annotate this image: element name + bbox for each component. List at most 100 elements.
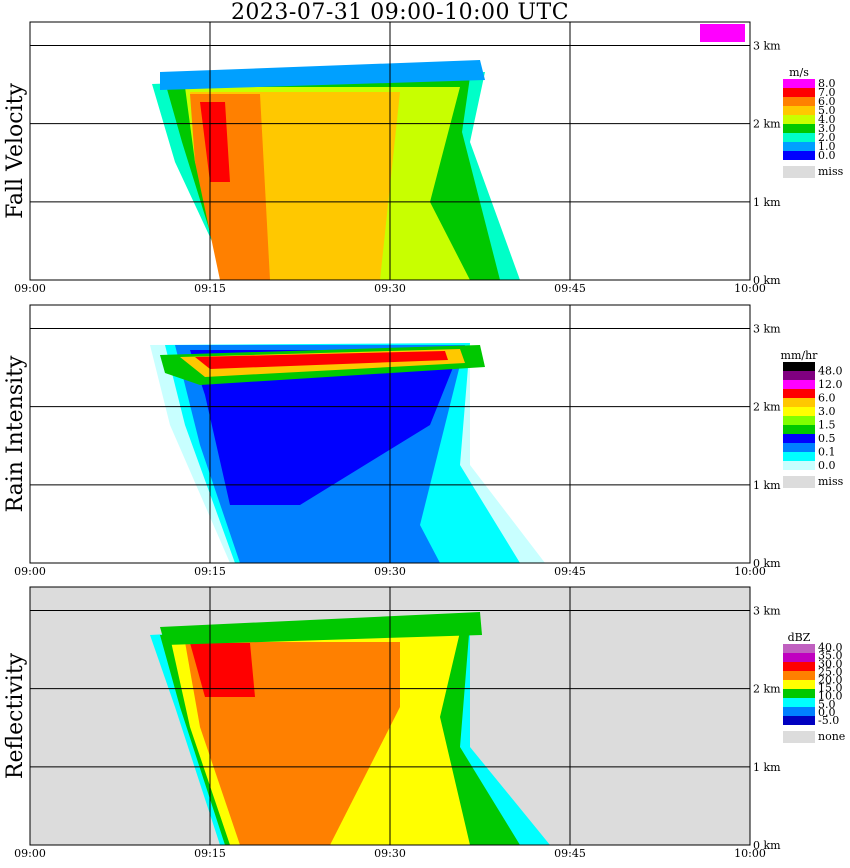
colorbar-miss-label: none — [818, 730, 845, 743]
colorbar-label: 40.0 — [818, 641, 843, 654]
echo-top-band — [160, 60, 485, 90]
colorbar-label: 30.0 — [818, 657, 843, 670]
colorbar-label: 6.0 — [818, 392, 836, 405]
x-tick-label: 10:00 — [734, 565, 766, 578]
colorbar-label: 0.0 — [818, 149, 836, 162]
x-tick-label: 09:00 — [14, 847, 46, 860]
colorbar-swatch — [783, 671, 815, 680]
x-tick-label: 09:00 — [14, 565, 46, 578]
x-tick-label: 09:15 — [194, 282, 226, 295]
colorbar-swatch — [783, 124, 815, 133]
panel-frame — [29, 304, 751, 564]
panel-frame — [29, 21, 751, 281]
colorbar-swatch — [783, 97, 815, 106]
echo-field — [150, 612, 550, 845]
colorbar-swatch — [783, 434, 815, 443]
y-tick-label: 0 km — [753, 839, 781, 852]
colorbar-swatch — [783, 461, 815, 470]
colorbar-label: 12.0 — [818, 378, 843, 391]
colorbar-swatch — [783, 151, 815, 160]
colorbar-label: 20.0 — [818, 674, 843, 687]
echo-top-band — [160, 612, 482, 645]
colorbar-swatch — [783, 698, 815, 707]
y-tick-label: 2 km — [753, 401, 781, 414]
echo-bright-band-core — [195, 351, 448, 369]
colorbar-swatch — [783, 133, 815, 142]
echo-field — [150, 343, 545, 563]
y-tick-label: 3 km — [753, 322, 781, 335]
x-tick-label: 09:15 — [194, 847, 226, 860]
panel-label: Reflectivity — [3, 652, 28, 779]
chart-title: 2023-07-31 09:00-10:00 UTC — [230, 0, 570, 25]
colorbar-swatch — [783, 689, 815, 698]
colorbar-swatch — [783, 443, 815, 452]
colorbar-swatch — [783, 416, 815, 425]
x-tick-label: 10:00 — [734, 847, 766, 860]
echo-layer-core — [190, 350, 460, 505]
colorbar-swatch — [783, 680, 815, 689]
colorbar-swatch — [783, 653, 815, 662]
echo-layer-max — [190, 643, 255, 697]
colorbar-label: 15.0 — [818, 682, 843, 695]
colorbar-label: 0.0 — [818, 459, 836, 472]
x-tick-label: 09:15 — [194, 565, 226, 578]
colorbar-swatch — [783, 662, 815, 671]
colorbar-label: 3.0 — [818, 122, 836, 135]
colorbar-swatch — [783, 716, 815, 725]
colorbar-label: 3.0 — [818, 405, 836, 418]
colorbar-unit: mm/hr — [781, 349, 819, 362]
x-tick-label: 09:45 — [554, 565, 586, 578]
x-tick-label: 09:45 — [554, 847, 586, 860]
panel-label: Rain Intensity — [3, 355, 28, 512]
colorbar-swatch — [783, 106, 815, 115]
colorbar-swatch — [783, 389, 815, 398]
panel-label: Fall Velocity — [3, 83, 28, 219]
colorbar-miss-label: miss — [818, 475, 844, 488]
y-tick-label: 1 km — [753, 479, 781, 492]
x-tick-label: 09:00 — [14, 282, 46, 295]
colorbar-swatch — [783, 425, 815, 434]
colorbar-swatch — [783, 407, 815, 416]
colorbar-miss-swatch — [783, 731, 815, 743]
colorbar-label: 1.5 — [818, 419, 836, 432]
colorbar-unit: m/s — [789, 66, 809, 79]
colorbar-label: 1.0 — [818, 140, 836, 153]
colorbar-swatch — [783, 371, 815, 380]
colorbar-swatch — [783, 380, 815, 389]
colorbar-label: 5.0 — [818, 104, 836, 117]
y-tick-label: 3 km — [753, 39, 781, 52]
colorbar-label: 0.0 — [818, 706, 836, 719]
colorbar-label: 7.0 — [818, 86, 836, 99]
colorbar-label: -5.0 — [818, 714, 839, 727]
colorbar-swatch — [783, 644, 815, 653]
colorbar-label: 0.5 — [818, 432, 836, 445]
colorbar-swatch — [783, 79, 815, 88]
x-tick-label: 09:45 — [554, 282, 586, 295]
y-tick-label: 0 km — [753, 274, 781, 287]
colorbar-label: 5.0 — [818, 698, 836, 711]
colorbar-miss-swatch — [783, 476, 815, 488]
echo-field — [152, 24, 745, 280]
colorbar-label: 35.0 — [818, 649, 843, 662]
y-tick-label: 0 km — [753, 557, 781, 570]
colorbar-swatch — [783, 362, 815, 371]
colorbar-label: 0.1 — [818, 446, 836, 459]
colorbar-swatch — [783, 88, 815, 97]
y-tick-label: 1 km — [753, 196, 781, 209]
colorbar-label: 48.0 — [818, 365, 843, 378]
colorbar-miss-swatch — [783, 166, 815, 178]
colorbar-unit: dBZ — [788, 631, 811, 644]
colorbar-label: 6.0 — [818, 95, 836, 108]
y-tick-label: 2 km — [753, 118, 781, 131]
x-tick-label: 09:30 — [374, 282, 406, 295]
y-tick-label: 2 km — [753, 683, 781, 696]
x-tick-label: 09:30 — [374, 847, 406, 860]
panel-frame — [29, 586, 751, 846]
x-tick-label: 10:00 — [734, 282, 766, 295]
colorbar-swatch — [783, 452, 815, 461]
echo-layer-peak — [200, 102, 230, 182]
colorbar-label: 8.0 — [818, 77, 836, 90]
colorbar-miss-label: miss — [818, 165, 844, 178]
y-tick-label: 1 km — [753, 761, 781, 774]
